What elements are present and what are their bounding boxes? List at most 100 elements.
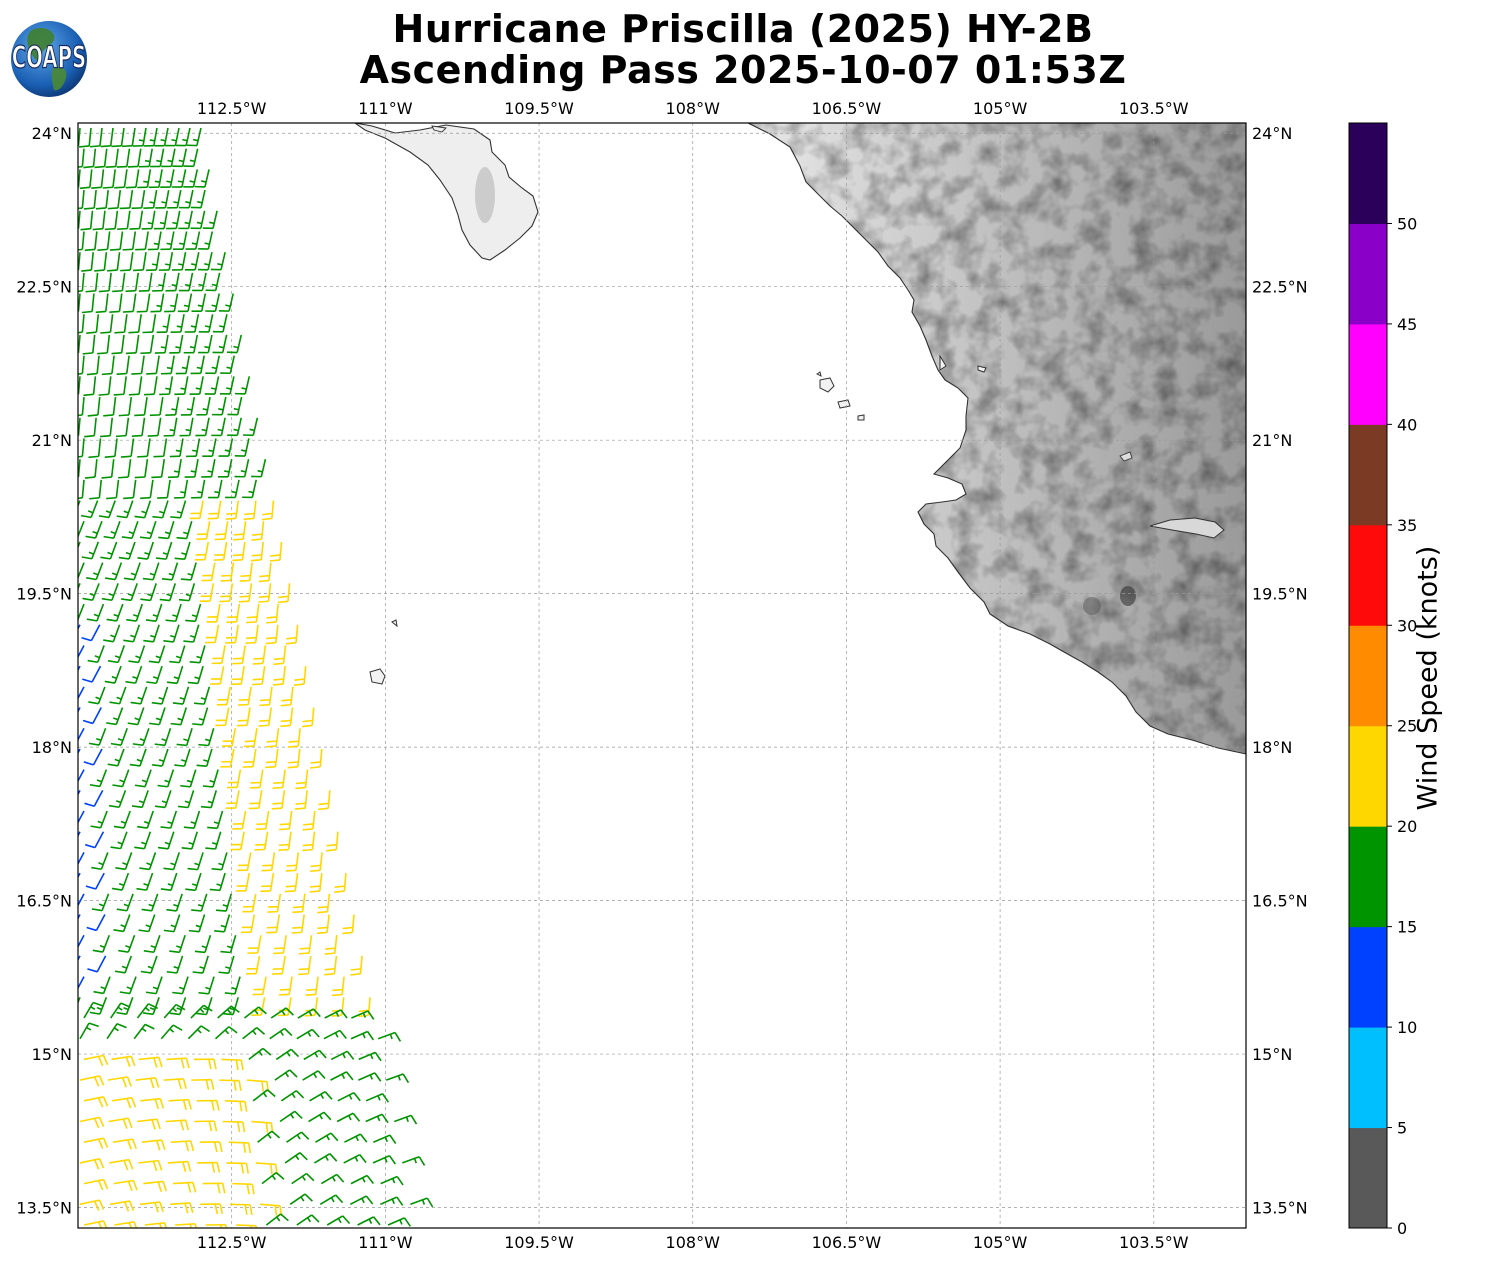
wind-barb xyxy=(178,583,196,602)
wind-barb xyxy=(151,686,169,705)
wind-barb xyxy=(212,314,228,333)
wind-barb xyxy=(91,893,110,912)
wind-barb xyxy=(78,190,85,210)
wind-barb xyxy=(260,1203,283,1217)
wind-barb xyxy=(224,976,241,995)
wind-barb xyxy=(111,127,125,148)
wind-barb xyxy=(172,231,188,251)
wind-barb xyxy=(227,396,243,416)
wind-barb xyxy=(128,645,146,664)
wind-barb xyxy=(372,1154,397,1165)
wind-barb xyxy=(86,603,105,622)
wind-barb xyxy=(97,231,111,251)
wind-barb xyxy=(191,293,207,313)
wind-barb xyxy=(78,665,81,672)
wind-barb xyxy=(134,769,152,788)
wind-barb xyxy=(277,583,291,604)
wind-barb xyxy=(272,769,286,789)
wind-barb xyxy=(88,686,106,705)
wind-barb xyxy=(172,976,189,995)
wind-barb xyxy=(185,231,201,250)
wind-barb xyxy=(342,914,355,935)
wind-barb xyxy=(336,1112,361,1123)
wind-barb xyxy=(288,728,301,748)
wind-barb xyxy=(219,376,235,395)
lon-tick-label-top: 112.5°W xyxy=(197,99,267,118)
wind-barb xyxy=(196,396,211,416)
wind-barb xyxy=(246,955,261,975)
wind-barb xyxy=(82,334,96,355)
wind-barb xyxy=(78,789,81,796)
wind-barb xyxy=(171,252,187,271)
wind-barb xyxy=(114,169,128,189)
lat-tick-label-left: 22.5°N xyxy=(16,278,72,297)
wind-barb xyxy=(259,686,273,707)
wind-barb xyxy=(103,624,121,643)
wind-barb xyxy=(107,1076,132,1088)
wind-barb xyxy=(251,997,266,1016)
wind-barb xyxy=(131,189,146,210)
wind-barb xyxy=(184,252,200,271)
wind-barb xyxy=(255,810,270,831)
lat-tick-label-left: 19.5°N xyxy=(16,585,72,604)
wind-barb xyxy=(122,127,136,148)
wind-barb xyxy=(78,314,85,334)
islands xyxy=(369,354,987,685)
wind-barb xyxy=(131,355,145,375)
wind-barb xyxy=(178,272,194,292)
wind-barb xyxy=(174,748,191,767)
wind-barb xyxy=(163,852,181,871)
wind-barb xyxy=(92,210,106,231)
wind-barb xyxy=(385,1073,410,1084)
wind-barb xyxy=(201,562,216,582)
wind-barb xyxy=(291,914,305,934)
wind-barb xyxy=(351,1010,375,1020)
lon-tick-label-top: 108°W xyxy=(666,99,721,118)
wind-barb xyxy=(165,1119,190,1131)
wind-barb xyxy=(210,666,225,685)
wind-barb xyxy=(145,976,163,995)
wind-barb xyxy=(171,169,187,188)
wind-barb xyxy=(214,521,229,541)
wind-barb xyxy=(174,541,191,561)
wind-barb xyxy=(326,831,339,852)
wind-barb xyxy=(210,252,226,271)
wind-barb xyxy=(83,1220,108,1228)
wind-barb xyxy=(120,252,134,272)
mexico-mainland-land xyxy=(747,123,1246,755)
wind-barb xyxy=(129,748,147,767)
wind-barb xyxy=(337,1091,361,1102)
lon-tick-label-bottom: 108°W xyxy=(666,1233,721,1252)
wind-barb xyxy=(90,810,108,829)
map-gridlines xyxy=(78,123,1246,1228)
wind-barb xyxy=(78,976,85,990)
wind-barb xyxy=(180,396,196,416)
wind-barb xyxy=(214,1026,238,1040)
wind-barb xyxy=(111,334,125,355)
lat-tick-label-left: 13.5°N xyxy=(16,1199,72,1218)
wind-barb xyxy=(249,769,264,789)
wind-barb xyxy=(215,893,233,912)
wind-barb xyxy=(109,790,127,809)
wind-barb xyxy=(350,1030,375,1041)
wind-barb xyxy=(134,831,152,850)
wind-barb xyxy=(192,955,209,974)
wind-barb xyxy=(197,1161,221,1173)
wind-barb xyxy=(279,976,293,996)
wind-barb xyxy=(153,210,169,230)
wind-barb xyxy=(100,127,114,148)
wind-barb xyxy=(137,1118,161,1130)
wind-barb xyxy=(200,1203,224,1215)
wind-barb xyxy=(112,769,130,788)
wind-barb xyxy=(143,127,158,147)
wind-barb xyxy=(295,769,309,790)
wind-barb xyxy=(157,769,175,788)
colorbar-tick-label: 20 xyxy=(1397,817,1417,836)
wind-barb xyxy=(286,1131,310,1143)
wind-barb xyxy=(91,169,105,189)
wind-barb xyxy=(170,707,188,726)
wind-barb xyxy=(199,583,215,603)
wind-barb xyxy=(146,665,163,685)
wind-barb xyxy=(125,334,140,355)
wind-barb xyxy=(157,479,171,499)
